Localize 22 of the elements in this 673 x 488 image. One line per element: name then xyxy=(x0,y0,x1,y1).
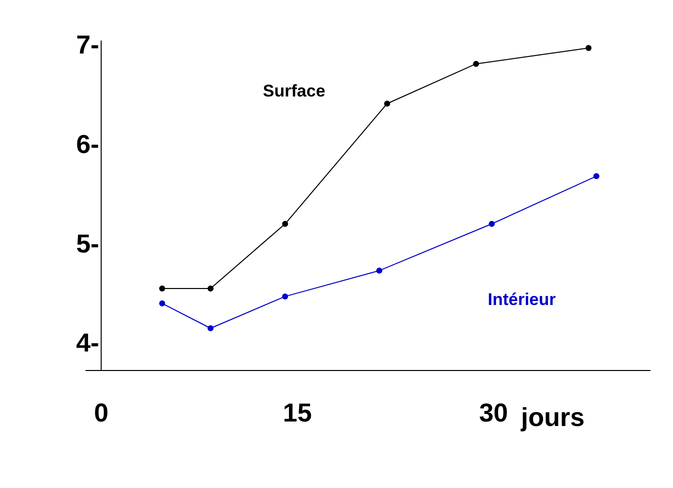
y-tick-label: 7- xyxy=(76,29,100,60)
point xyxy=(384,100,390,107)
point xyxy=(586,44,592,51)
point xyxy=(159,286,166,292)
y-tick-label: 5- xyxy=(76,228,100,258)
point xyxy=(282,293,288,300)
text: Surface xyxy=(262,82,326,101)
point xyxy=(473,60,480,67)
point xyxy=(593,173,600,180)
x-tick-label: 30 xyxy=(479,398,508,428)
x-axis-title: jours xyxy=(520,402,585,432)
point xyxy=(159,300,166,306)
point xyxy=(208,286,214,292)
x-tick-label: 15 xyxy=(282,398,312,428)
point xyxy=(488,220,495,227)
y-tick-label: 4- xyxy=(76,328,100,358)
x-tick-label: 0 xyxy=(94,398,108,428)
y-tick-label: 6- xyxy=(76,128,100,159)
text: Intérieur xyxy=(488,290,556,309)
point xyxy=(282,220,288,227)
point xyxy=(376,268,382,274)
point xyxy=(208,325,214,332)
